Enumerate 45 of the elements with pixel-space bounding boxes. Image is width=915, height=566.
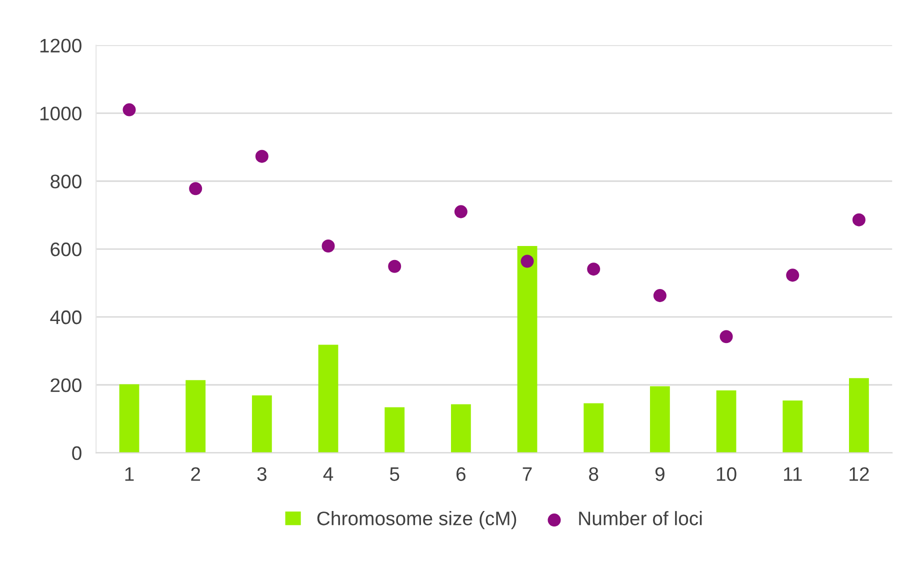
point <box>388 260 402 273</box>
x-tick-label: 8 <box>589 467 598 481</box>
x-tick-label: 3 <box>257 467 266 481</box>
x-tick-label: 11 <box>784 467 802 481</box>
legend-label: Number of loci <box>579 511 702 526</box>
point <box>720 330 733 344</box>
bar <box>584 403 604 453</box>
point <box>255 150 268 163</box>
point <box>189 182 202 196</box>
y-tick-label: 600 <box>50 242 82 256</box>
bar <box>384 407 405 453</box>
bar <box>517 246 538 453</box>
y-tick-label: 800 <box>50 174 82 188</box>
point <box>852 213 866 226</box>
point <box>122 103 136 116</box>
x-tick-label: 7 <box>522 467 532 481</box>
point <box>653 289 666 302</box>
y-tick-label: 1000 <box>40 106 82 120</box>
x-tick-label: 4 <box>323 467 334 481</box>
point <box>520 254 534 268</box>
bar <box>849 378 869 453</box>
bar <box>450 404 471 453</box>
x-tick-label: 12 <box>850 467 869 481</box>
x-tick-label: 10 <box>716 467 736 481</box>
bar <box>782 400 803 453</box>
point <box>786 268 800 282</box>
y-tick-label: 0 <box>72 446 82 460</box>
point <box>322 239 335 252</box>
x-tick-label: 6 <box>456 467 466 481</box>
x-tick-label: 1 <box>125 467 134 481</box>
y-tick-label: 200 <box>50 378 82 392</box>
x-tick-label: 2 <box>191 467 200 481</box>
y-tick-label: 400 <box>50 310 82 324</box>
x-tick-label: 9 <box>655 467 664 481</box>
y-tick-label: 1200 <box>40 38 82 53</box>
bar <box>318 344 338 453</box>
point <box>587 262 600 276</box>
point <box>454 205 468 218</box>
x-tick-label: 5 <box>390 467 400 481</box>
bar <box>186 380 206 453</box>
bar <box>716 390 736 453</box>
bar <box>650 386 670 453</box>
bar <box>252 395 272 453</box>
bar <box>119 384 140 453</box>
legend-label: Chromosome size (cM) <box>317 511 516 530</box>
